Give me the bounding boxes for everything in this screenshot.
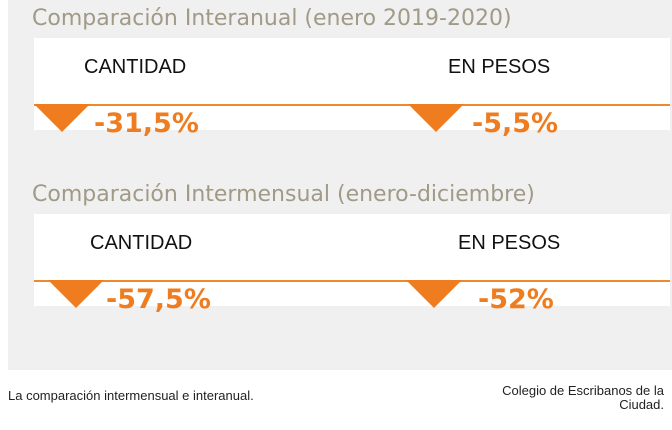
divider-line (34, 280, 670, 282)
down-triangle-icon (406, 280, 462, 308)
infographic-panel: Comparación Interanual (enero 2019-2020)… (8, 0, 672, 370)
card-intermensual: CANTIDAD EN PESOS -57,5% -52% (34, 214, 670, 315)
pesos-value: -52% (478, 284, 554, 315)
section-title-interanual: Comparación Interanual (enero 2019-2020) (32, 6, 512, 31)
down-triangle-icon (408, 104, 464, 132)
cantidad-value: -31,5% (94, 108, 199, 139)
divider-line (34, 104, 670, 106)
down-triangle-icon (48, 280, 104, 308)
down-triangle-icon (34, 104, 90, 132)
pesos-value: -5,5% (472, 108, 559, 139)
cantidad-label: CANTIDAD (84, 56, 187, 78)
image-credit: Colegio de Escribanos de la Ciudad. (502, 383, 664, 412)
pesos-label: EN PESOS (448, 56, 551, 78)
cantidad-value: -57,5% (106, 284, 211, 315)
cantidad-label: CANTIDAD (90, 232, 193, 254)
card-interanual: CANTIDAD EN PESOS -31,5% -5,5% (34, 38, 670, 139)
image-caption: La comparación intermensual e interanual… (8, 388, 254, 403)
section-title-intermensual: Comparación Intermensual (enero-diciembr… (32, 182, 535, 207)
pesos-label: EN PESOS (458, 232, 561, 254)
